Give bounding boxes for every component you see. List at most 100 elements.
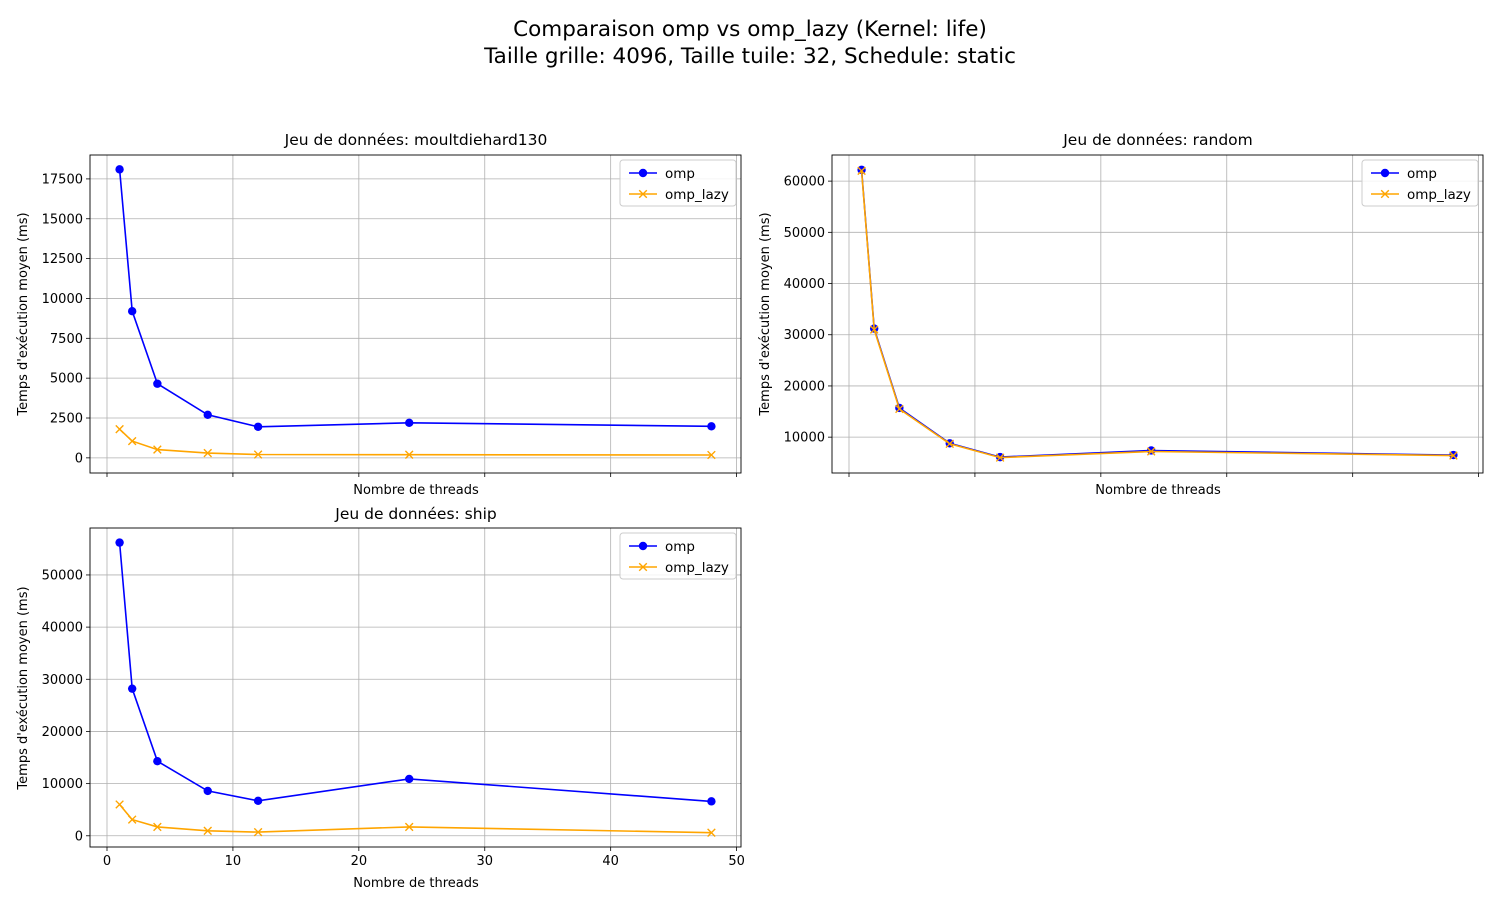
x-tick-label: 30 [476,854,493,869]
legend-label: omp_lazy [1407,187,1471,203]
x-tick-label: 50 [728,854,745,869]
y-tick-label: 7500 [50,332,83,347]
figure-title-line2: Taille grille: 4096, Taille tuile: 32, S… [483,44,1016,69]
series-omp-lazy [115,424,716,460]
y-tick-label: 5000 [50,372,83,387]
legend-label: omp_lazy [665,187,729,203]
legend-marker [1380,168,1390,178]
panel-title: Jeu de données: ship [334,505,496,523]
data-point [127,307,137,316]
panel-title: Jeu de données: random [1062,131,1253,149]
legend-label: omp [665,539,695,555]
legend-marker [638,168,648,178]
panel-random: Jeu de données: random Nombre de threads… [758,131,1484,498]
x-tick-label: 40 [602,854,619,869]
legend-marker [638,562,648,572]
grid [832,155,1483,473]
data-point [115,538,124,547]
panel-moultdiehard130: Jeu de données: moultdiehard130 Nombre d… [16,131,742,498]
ticks: 0 10 20 30 40 50 0 10000 20000 30000 40000 50000 [42,568,745,869]
data-point [203,448,213,458]
y-tick-label: 0 [75,829,83,844]
y-axis-label: Temps d'exécution moyen (ms) [758,212,773,416]
y-tick-label: 10000 [42,777,83,792]
data-point [995,453,1005,462]
data-point [707,797,716,806]
y-tick-label: 2500 [50,412,83,427]
data-point [857,166,866,176]
data-point [253,796,263,806]
series-omp-lazy [115,800,716,837]
data-point [404,822,414,832]
data-point [115,424,124,434]
x-axis-label: Nombre de threads [353,483,479,498]
legend: omp omp_lazy [619,159,737,207]
data-point [153,822,162,832]
figure-title-line1: Comparaison omp vs omp_lazy (Kernel: lif… [513,17,987,42]
data-point [1147,446,1156,455]
data-point [707,450,716,460]
y-tick-label: 30000 [784,328,825,343]
data-point [707,828,716,837]
data-point [857,165,866,175]
y-tick-label: 30000 [42,673,83,688]
x-tick-label: 10 [225,854,242,869]
data-point [405,418,414,427]
x-tick-label: 20 [351,854,368,869]
plot-frame [89,154,742,474]
data-point [115,165,124,174]
data-point [153,379,162,388]
data-point [127,815,137,824]
legend: omp omp_lazy [619,532,737,580]
y-tick-label: 0 [75,451,83,466]
series-line-omp-lazy [119,428,712,456]
x-tick-label: 0 [103,854,111,869]
y-tick-label: 50000 [784,226,825,241]
series-line-omp [118,169,712,428]
plot-frame [89,527,742,848]
series-omp-lazy [857,166,1458,462]
y-tick-label: 20000 [784,379,825,394]
series-line-omp-lazy [860,170,1454,459]
y-axis-label: Temps d'exécution moyen (ms) [16,212,31,416]
data-point [153,445,162,454]
y-tick-label: 40000 [42,621,83,636]
legend-marker [638,189,648,199]
data-point [153,756,162,766]
data-point [945,439,955,449]
y-axis-label: Temps d'exécution moyen (ms) [16,586,31,790]
data-point [203,410,212,420]
series-line-omp [118,542,712,803]
series-line-omp [860,169,1454,458]
y-tick-label: 60000 [784,175,825,190]
legend-marker [1380,189,1390,199]
data-point [1449,451,1458,460]
panel-ship: Jeu de données: ship Nombre de threads T… [16,505,745,891]
y-tick-label: 40000 [784,277,825,292]
data-point [127,436,137,446]
y-tick-label: 50000 [42,568,83,583]
data-point [895,404,904,414]
data-point [253,450,263,459]
grid [90,528,741,847]
x-axis-label: Nombre de threads [1095,483,1221,498]
data-point [203,826,213,836]
ticks: 10000 20000 30000 40000 50000 60000 [784,175,1479,477]
data-point [115,800,124,809]
x-axis-label: Nombre de threads [353,876,479,891]
y-tick-label: 17500 [42,172,83,187]
series-omp [115,538,716,806]
y-tick-label: 10000 [42,292,83,307]
y-tick-label: 12500 [42,252,83,267]
data-point [253,827,263,837]
legend-label: omp_lazy [665,560,729,576]
data-point [1146,447,1156,456]
series-omp [115,165,716,431]
data-point [869,325,879,334]
data-point [203,786,212,796]
ticks: 0 2500 5000 7500 10000 12500 15000 17500 [42,172,737,477]
legend-marker [638,541,648,551]
series-line-omp-lazy [118,803,712,834]
legend: omp omp_lazy [1361,159,1479,207]
